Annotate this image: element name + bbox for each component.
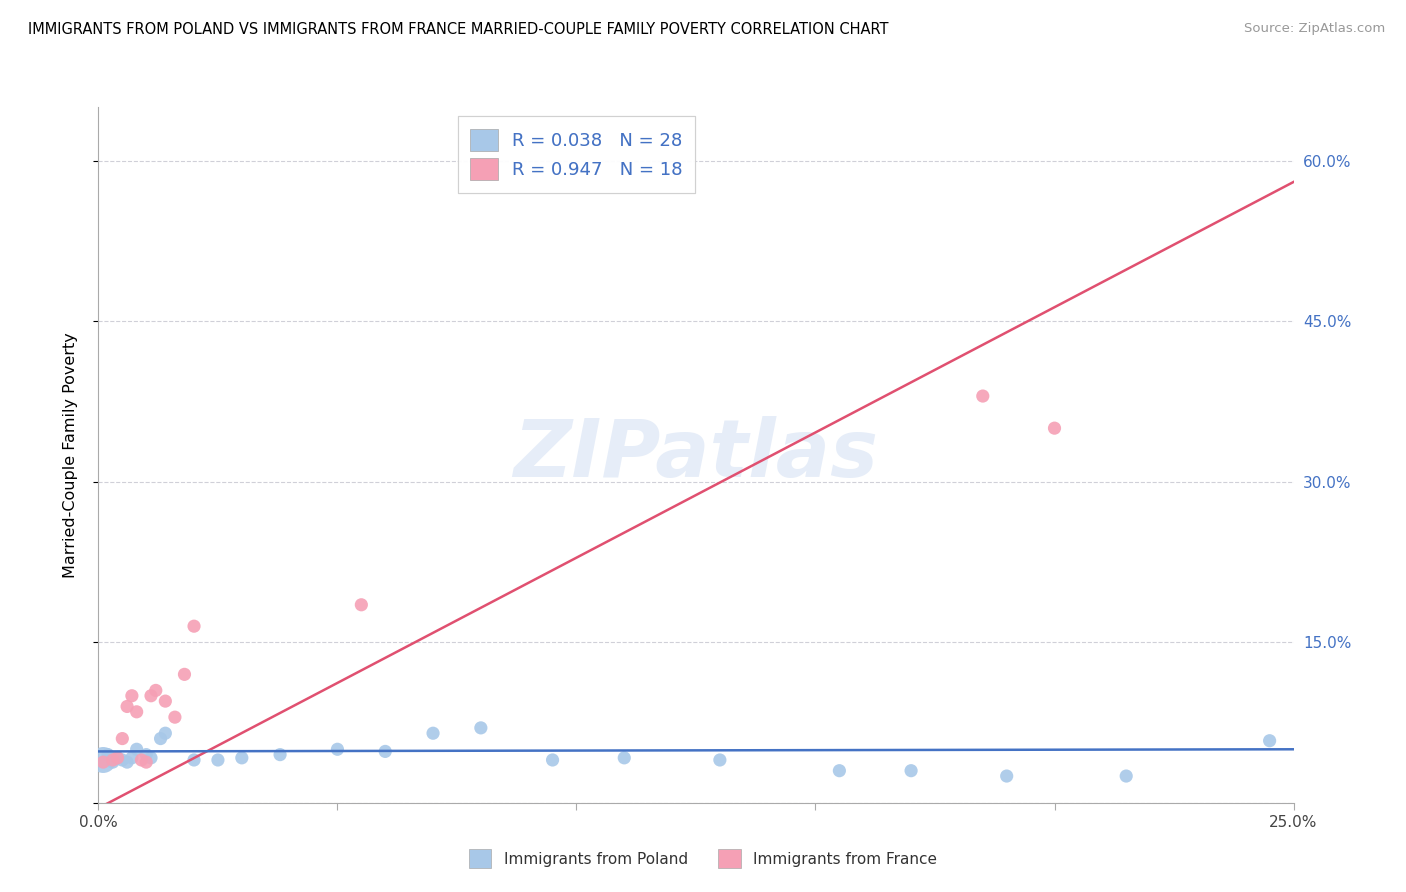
Point xyxy=(1115,769,1137,783)
Point xyxy=(1043,421,1066,435)
Text: ZIPatlas: ZIPatlas xyxy=(513,416,879,494)
Point xyxy=(900,764,922,778)
Point xyxy=(231,751,253,765)
Point xyxy=(125,705,148,719)
Point xyxy=(121,751,143,765)
Point xyxy=(541,753,564,767)
Point xyxy=(326,742,349,756)
Legend: R = 0.038   N = 28, R = 0.947   N = 18: R = 0.038 N = 28, R = 0.947 N = 18 xyxy=(458,116,695,193)
Point xyxy=(374,744,396,758)
Point xyxy=(135,747,157,762)
Point xyxy=(121,689,143,703)
Point xyxy=(207,753,229,767)
Point xyxy=(139,751,162,765)
Point xyxy=(422,726,444,740)
Point xyxy=(269,747,291,762)
Point xyxy=(163,710,186,724)
Point xyxy=(91,755,114,769)
Point xyxy=(97,747,120,762)
Point xyxy=(709,753,731,767)
Point xyxy=(101,755,124,769)
Text: IMMIGRANTS FROM POLAND VS IMMIGRANTS FROM FRANCE MARRIED-COUPLE FAMILY POVERTY C: IMMIGRANTS FROM POLAND VS IMMIGRANTS FRO… xyxy=(28,22,889,37)
Point xyxy=(350,598,373,612)
Point xyxy=(91,753,114,767)
Point xyxy=(111,753,134,767)
Point xyxy=(145,683,167,698)
Point xyxy=(972,389,994,403)
Point xyxy=(131,753,153,767)
Point xyxy=(995,769,1018,783)
Y-axis label: Married-Couple Family Poverty: Married-Couple Family Poverty xyxy=(63,332,77,578)
Point xyxy=(149,731,172,746)
Point xyxy=(173,667,195,681)
Text: Source: ZipAtlas.com: Source: ZipAtlas.com xyxy=(1244,22,1385,36)
Point xyxy=(183,753,205,767)
Point xyxy=(107,751,129,765)
Point xyxy=(613,751,636,765)
Point xyxy=(111,731,134,746)
Legend: Immigrants from Poland, Immigrants from France: Immigrants from Poland, Immigrants from … xyxy=(461,841,945,875)
Point xyxy=(1258,733,1281,747)
Point xyxy=(125,742,148,756)
Point xyxy=(115,755,138,769)
Point xyxy=(155,726,177,740)
Point xyxy=(115,699,138,714)
Point xyxy=(107,751,129,765)
Point xyxy=(135,755,157,769)
Point xyxy=(470,721,492,735)
Point xyxy=(183,619,205,633)
Point xyxy=(155,694,177,708)
Point xyxy=(101,753,124,767)
Point xyxy=(828,764,851,778)
Point xyxy=(139,689,162,703)
